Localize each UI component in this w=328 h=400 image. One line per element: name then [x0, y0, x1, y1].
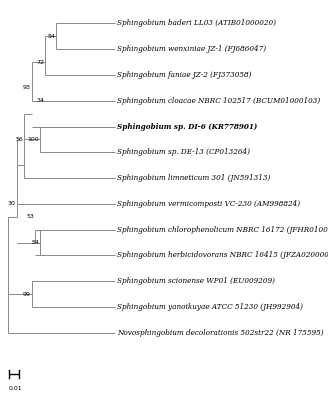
Text: Sphingobium herbicidovorans NBRC 16415 (JFZA02000061): Sphingobium herbicidovorans NBRC 16415 (…: [117, 252, 328, 260]
Text: 54: 54: [48, 34, 55, 39]
Text: Sphingobium cloacae NBRC 102517 (BCUM01000103): Sphingobium cloacae NBRC 102517 (BCUM010…: [117, 97, 320, 105]
Text: Sphingobium vermicomposti VC-230 (AM998824): Sphingobium vermicomposti VC-230 (AM9988…: [117, 200, 300, 208]
Text: 72: 72: [37, 60, 45, 64]
Text: 56: 56: [15, 137, 23, 142]
Text: Novosphingobium decolorationis 502str22 (NR 175595): Novosphingobium decolorationis 502str22 …: [117, 329, 324, 337]
Text: Sphingobium faniae JZ-2 (FJ373058): Sphingobium faniae JZ-2 (FJ373058): [117, 71, 252, 79]
Text: 30: 30: [8, 201, 16, 206]
Text: Sphingobium baderi LL03 (ATIB01000020): Sphingobium baderi LL03 (ATIB01000020): [117, 20, 276, 28]
Text: 53: 53: [26, 214, 34, 219]
Text: 100: 100: [28, 137, 39, 142]
Text: Sphingobium yanoikuyae ATCC 51230 (JH992904): Sphingobium yanoikuyae ATCC 51230 (JH992…: [117, 303, 303, 311]
Text: Sphingobium chlorophenolicum NBRC 16172 (JFHR01000107): Sphingobium chlorophenolicum NBRC 16172 …: [117, 226, 328, 234]
Text: Sphingobium scionense WP01 (EU009209): Sphingobium scionense WP01 (EU009209): [117, 277, 275, 285]
Text: 34: 34: [37, 98, 45, 103]
Text: 99: 99: [23, 292, 31, 296]
Text: Sphingobium limneticum 301 (JN591313): Sphingobium limneticum 301 (JN591313): [117, 174, 270, 182]
Text: Sphingobium sp. DI-6 (KR778901): Sphingobium sp. DI-6 (KR778901): [117, 122, 257, 130]
Text: Sphingobium wenxiniae JZ-1 (FJ686047): Sphingobium wenxiniae JZ-1 (FJ686047): [117, 45, 266, 53]
Text: 0.01: 0.01: [9, 386, 22, 391]
Text: 54: 54: [31, 240, 39, 245]
Text: Sphingobium sp. DE-13 (CP013264): Sphingobium sp. DE-13 (CP013264): [117, 148, 250, 156]
Text: 93: 93: [23, 85, 31, 90]
